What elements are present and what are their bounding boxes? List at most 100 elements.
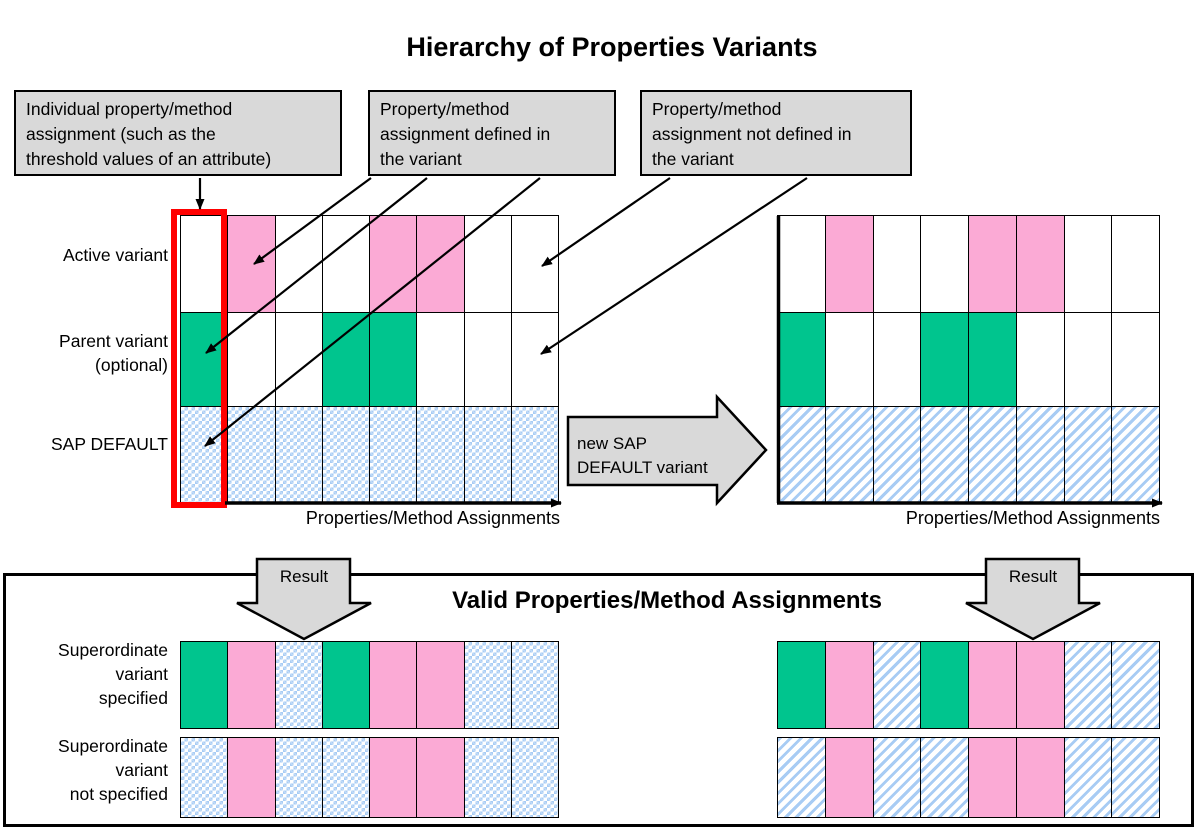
- cell-diamond: [275, 407, 322, 502]
- cell-pink: [228, 216, 275, 312]
- cell-white: [778, 216, 825, 312]
- cell-white: [275, 216, 322, 312]
- arrow-label-line: new SAP: [577, 434, 647, 453]
- cell-white: [921, 216, 968, 312]
- cell-pink: [228, 738, 275, 817]
- cell-pink: [825, 642, 873, 728]
- cell-diamond: [322, 407, 369, 502]
- callout-line: Property/method: [652, 99, 782, 119]
- cell-green: [370, 312, 417, 407]
- cell-diamond: [275, 642, 322, 728]
- valid-assignments-box: [3, 573, 1194, 827]
- callout-line: assignment not defined in: [652, 124, 852, 144]
- cell-pink: [1016, 216, 1064, 312]
- strip-left-superordinate-not-specified: [180, 737, 559, 818]
- cell-pink: [370, 738, 417, 817]
- cell-pink: [969, 216, 1016, 312]
- cell-hatch: [1064, 642, 1112, 728]
- cell-green: [322, 642, 369, 728]
- row-label-line: Superordinate: [58, 736, 168, 756]
- strip-right-superordinate-not-specified: [777, 737, 1160, 818]
- cell-hatch: [825, 407, 873, 502]
- cell-white: [1064, 312, 1112, 407]
- callout-assignment-defined: Property/method assignment defined in th…: [368, 90, 616, 176]
- new-sap-default-arrow-label: new SAP DEFAULT variant: [577, 432, 757, 480]
- cell-white: [228, 312, 275, 407]
- cell-hatch: [1064, 738, 1112, 817]
- cell-diamond: [322, 738, 369, 817]
- strip-right-superordinate-specified: [777, 641, 1160, 729]
- cell-diamond: [417, 407, 464, 502]
- row-label-line: specified: [98, 688, 168, 708]
- cell-white: [873, 312, 921, 407]
- cell-green: [322, 312, 369, 407]
- cell-diamond: [275, 738, 322, 817]
- left-axis-label: Properties/Method Assignments: [305, 508, 560, 528]
- cell-pink: [370, 642, 417, 728]
- callout-assignment-not-defined: Property/method assignment not defined i…: [640, 90, 912, 176]
- cell-white: [464, 312, 511, 407]
- cell-pink: [417, 642, 464, 728]
- cell-diamond: [511, 407, 558, 502]
- cell-hatch: [1112, 738, 1159, 817]
- strip-left-superordinate-specified: [180, 641, 559, 729]
- cell-white: [322, 216, 369, 312]
- callout-line: assignment defined in: [380, 124, 551, 144]
- right-variant-grid: [777, 215, 1160, 503]
- cell-diamond: [464, 738, 511, 817]
- cell-pink: [417, 216, 464, 312]
- cell-white: [275, 312, 322, 407]
- callout-line: the variant: [652, 149, 734, 169]
- cell-white: [511, 312, 558, 407]
- cell-pink: [969, 642, 1016, 728]
- callout-individual-assignment: Individual property/method assignment (s…: [14, 90, 342, 176]
- cell-white: [464, 216, 511, 312]
- cell-diamond: [228, 407, 275, 502]
- row-label-parent-variant: Parent variant (optional): [0, 329, 168, 377]
- valid-assignments-title: Valid Properties/Method Assignments: [452, 587, 882, 614]
- arrow-not-defined-to-parent-white: [540, 177, 808, 355]
- cell-hatch: [778, 738, 825, 817]
- cell-diamond: [464, 642, 511, 728]
- cell-pink: [228, 642, 275, 728]
- cell-pink: [417, 738, 464, 817]
- row-label-superordinate-not-specified: Superordinate variant not specified: [0, 734, 168, 806]
- cell-white: [417, 312, 464, 407]
- row-label-line: variant: [115, 760, 168, 780]
- cell-hatch: [969, 407, 1016, 502]
- cell-green: [921, 312, 968, 407]
- cell-hatch: [1112, 407, 1159, 502]
- cell-green: [778, 312, 825, 407]
- callout-line: Individual property/method: [26, 99, 233, 119]
- cell-diamond: [464, 407, 511, 502]
- left-variant-grid: [180, 215, 559, 503]
- callout-line: assignment (such as the: [26, 124, 216, 144]
- cell-white: [511, 216, 558, 312]
- arrow-label-line: DEFAULT variant: [577, 458, 708, 477]
- cell-pink: [1016, 738, 1064, 817]
- cell-white: [1016, 312, 1064, 407]
- cell-pink: [370, 216, 417, 312]
- row-label-sap-default: SAP DEFAULT: [0, 432, 168, 456]
- arrow-not-defined-to-active-white: [541, 177, 671, 267]
- callout-line: the variant: [380, 149, 462, 169]
- cell-green: [181, 642, 228, 728]
- cell-hatch: [1112, 642, 1159, 728]
- cell-hatch: [778, 407, 825, 502]
- row-label-superordinate-specified: Superordinate variant specified: [0, 638, 168, 710]
- row-label-line: Superordinate: [58, 640, 168, 660]
- cell-white: [1112, 216, 1159, 312]
- callout-line: threshold values of an attribute): [26, 149, 272, 169]
- cell-diamond: [511, 642, 558, 728]
- cell-hatch: [873, 642, 921, 728]
- cell-green: [778, 642, 825, 728]
- cell-pink: [969, 738, 1016, 817]
- cell-hatch: [873, 738, 921, 817]
- result-arrow-left-label: Result: [279, 567, 329, 586]
- row-label-line: (optional): [95, 355, 168, 375]
- cell-white: [825, 312, 873, 407]
- cell-pink: [825, 738, 873, 817]
- cell-green: [969, 312, 1016, 407]
- cell-white: [1112, 312, 1159, 407]
- result-arrow-right-label: Result: [1008, 567, 1058, 586]
